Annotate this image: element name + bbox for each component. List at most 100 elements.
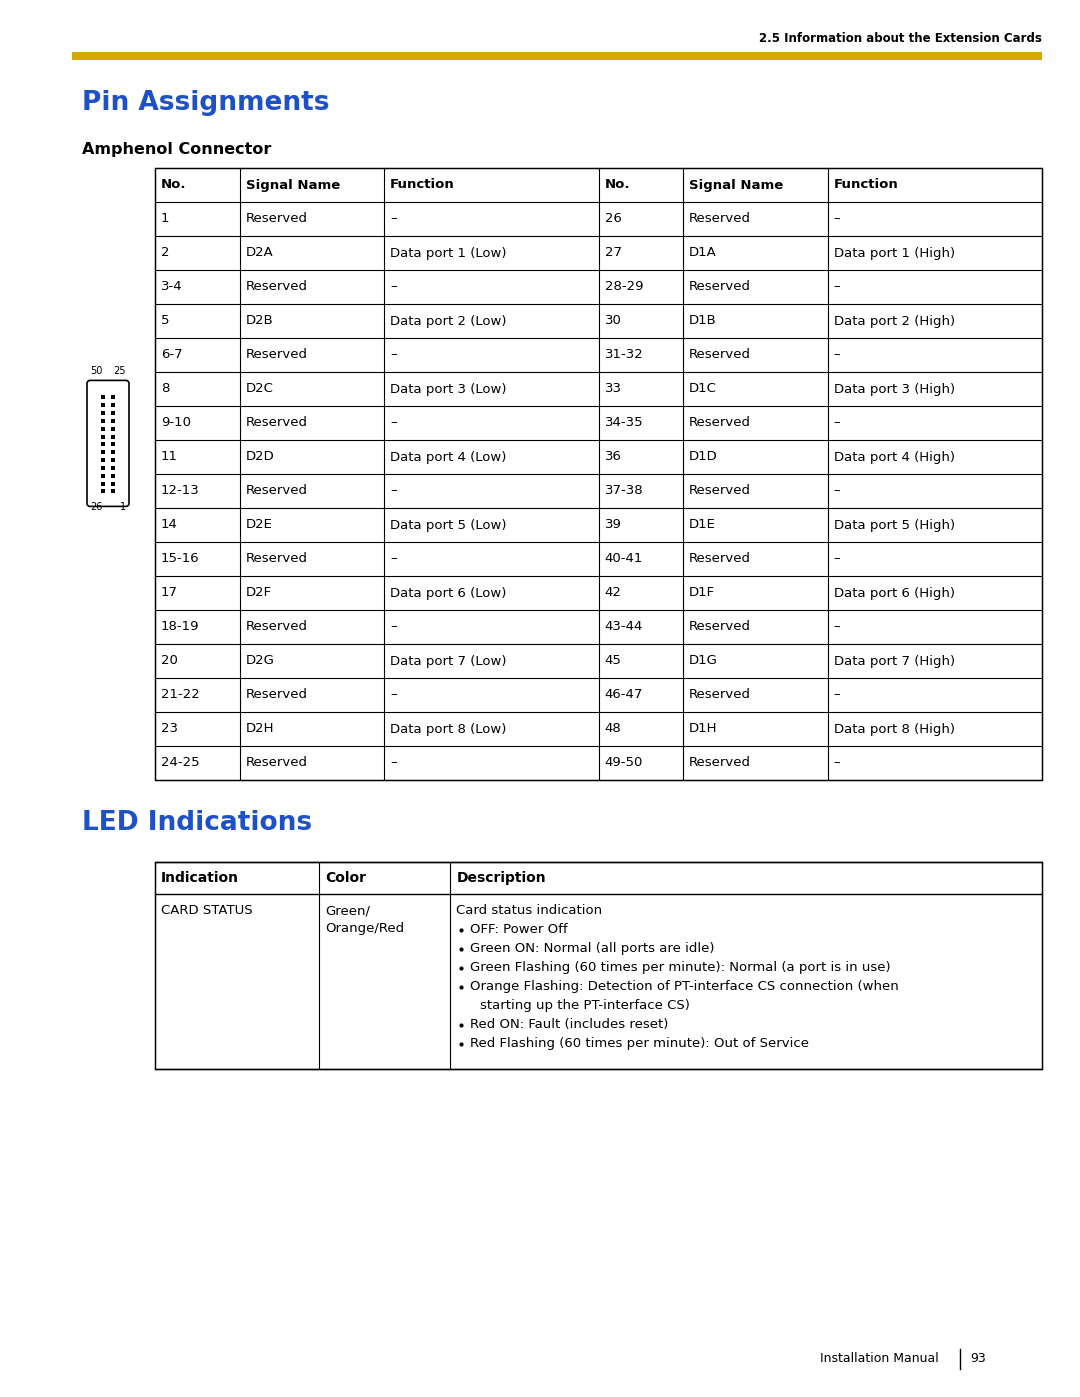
- Text: Reserved: Reserved: [246, 485, 308, 497]
- Text: Data port 4 (High): Data port 4 (High): [834, 450, 955, 464]
- Text: Red Flashing (60 times per minute): Out of Service: Red Flashing (60 times per minute): Out …: [471, 1037, 809, 1051]
- Text: 24-25: 24-25: [161, 757, 200, 770]
- Text: Data port 5 (Low): Data port 5 (Low): [390, 518, 507, 531]
- Text: D2G: D2G: [246, 655, 274, 668]
- Text: D1G: D1G: [689, 655, 718, 668]
- Text: 43-44: 43-44: [605, 620, 643, 633]
- Text: CARD STATUS: CARD STATUS: [161, 904, 253, 916]
- Text: Green ON: Normal (all ports are idle): Green ON: Normal (all ports are idle): [471, 942, 715, 956]
- Text: D2H: D2H: [246, 722, 274, 735]
- Text: 8: 8: [161, 383, 170, 395]
- Text: 48: 48: [605, 722, 621, 735]
- Text: Data port 3 (High): Data port 3 (High): [834, 383, 955, 395]
- Text: 1: 1: [161, 212, 170, 225]
- Text: Reserved: Reserved: [689, 416, 752, 429]
- Text: D2A: D2A: [246, 246, 273, 260]
- Text: Reserved: Reserved: [246, 552, 308, 566]
- Text: No.: No.: [161, 179, 187, 191]
- Text: D1H: D1H: [689, 722, 718, 735]
- Text: 93: 93: [970, 1352, 986, 1365]
- Text: Reserved: Reserved: [246, 281, 308, 293]
- Text: 1: 1: [120, 503, 126, 513]
- Text: –: –: [390, 689, 396, 701]
- Text: Amphenol Connector: Amphenol Connector: [82, 142, 271, 156]
- Text: –: –: [834, 348, 840, 362]
- Text: 28-29: 28-29: [605, 281, 643, 293]
- Text: 23: 23: [161, 722, 178, 735]
- Text: 36: 36: [605, 450, 621, 464]
- Text: Red ON: Fault (includes reset): Red ON: Fault (includes reset): [471, 1018, 669, 1031]
- Text: Signal Name: Signal Name: [246, 179, 340, 191]
- Text: Data port 7 (Low): Data port 7 (Low): [390, 655, 507, 668]
- FancyBboxPatch shape: [87, 380, 129, 506]
- Text: –: –: [390, 485, 396, 497]
- Text: –: –: [390, 348, 396, 362]
- Text: 31-32: 31-32: [605, 348, 644, 362]
- Text: starting up the PT-interface CS): starting up the PT-interface CS): [481, 999, 690, 1011]
- Text: Data port 8 (High): Data port 8 (High): [834, 722, 955, 735]
- Text: Installation Manual: Installation Manual: [820, 1352, 939, 1365]
- Text: 33: 33: [605, 383, 621, 395]
- Text: D1C: D1C: [689, 383, 717, 395]
- Text: 2.5 Information about the Extension Cards: 2.5 Information about the Extension Card…: [759, 32, 1042, 45]
- Text: Reserved: Reserved: [246, 620, 308, 633]
- Text: Green Flashing (60 times per minute): Normal (a port is in use): Green Flashing (60 times per minute): No…: [471, 961, 891, 974]
- Text: 2: 2: [161, 246, 170, 260]
- Text: 45: 45: [605, 655, 621, 668]
- Text: Reserved: Reserved: [689, 485, 752, 497]
- Text: Reserved: Reserved: [689, 689, 752, 701]
- Text: –: –: [834, 620, 840, 633]
- Text: 25: 25: [113, 366, 126, 376]
- Text: Data port 4 (Low): Data port 4 (Low): [390, 450, 507, 464]
- Text: 20: 20: [161, 655, 178, 668]
- Text: 15-16: 15-16: [161, 552, 200, 566]
- Text: D2E: D2E: [246, 518, 272, 531]
- Text: 34-35: 34-35: [605, 416, 643, 429]
- Text: Data port 8 (Low): Data port 8 (Low): [390, 722, 507, 735]
- Text: Reserved: Reserved: [689, 757, 752, 770]
- Text: –: –: [390, 620, 396, 633]
- Text: Reserved: Reserved: [246, 212, 308, 225]
- Text: D2D: D2D: [246, 450, 274, 464]
- Text: 50: 50: [90, 366, 103, 376]
- Text: 39: 39: [605, 518, 621, 531]
- Text: –: –: [834, 416, 840, 429]
- Text: Reserved: Reserved: [689, 552, 752, 566]
- Text: D1A: D1A: [689, 246, 717, 260]
- Text: 5: 5: [161, 314, 170, 327]
- Text: 18-19: 18-19: [161, 620, 200, 633]
- Text: –: –: [390, 757, 396, 770]
- Text: 27: 27: [605, 246, 621, 260]
- Text: Data port 5 (High): Data port 5 (High): [834, 518, 955, 531]
- Text: D1D: D1D: [689, 450, 718, 464]
- Text: –: –: [834, 757, 840, 770]
- Text: Function: Function: [834, 179, 899, 191]
- Text: Orange/Red: Orange/Red: [325, 922, 404, 935]
- Text: OFF: Power Off: OFF: Power Off: [471, 923, 568, 936]
- Text: 3-4: 3-4: [161, 281, 183, 293]
- Text: Data port 1 (Low): Data port 1 (Low): [390, 246, 507, 260]
- Text: –: –: [834, 281, 840, 293]
- Text: D1F: D1F: [689, 587, 715, 599]
- Text: –: –: [390, 416, 396, 429]
- Text: Card status indication: Card status indication: [457, 904, 603, 916]
- Text: 6-7: 6-7: [161, 348, 183, 362]
- Text: Reserved: Reserved: [689, 620, 752, 633]
- Text: Data port 7 (High): Data port 7 (High): [834, 655, 955, 668]
- Text: Reserved: Reserved: [689, 281, 752, 293]
- Text: 30: 30: [605, 314, 621, 327]
- Text: Data port 3 (Low): Data port 3 (Low): [390, 383, 507, 395]
- Text: Data port 2 (High): Data port 2 (High): [834, 314, 955, 327]
- Text: No.: No.: [605, 179, 630, 191]
- Text: Data port 6 (High): Data port 6 (High): [834, 587, 955, 599]
- Text: 21-22: 21-22: [161, 689, 200, 701]
- Text: –: –: [834, 485, 840, 497]
- Text: 26: 26: [605, 212, 621, 225]
- Text: Green/: Green/: [325, 904, 370, 916]
- Text: Reserved: Reserved: [689, 212, 752, 225]
- Text: 9-10: 9-10: [161, 416, 191, 429]
- Bar: [156, 168, 1042, 780]
- Text: D1B: D1B: [689, 314, 717, 327]
- Text: 17: 17: [161, 587, 178, 599]
- Text: LED Indications: LED Indications: [82, 810, 312, 835]
